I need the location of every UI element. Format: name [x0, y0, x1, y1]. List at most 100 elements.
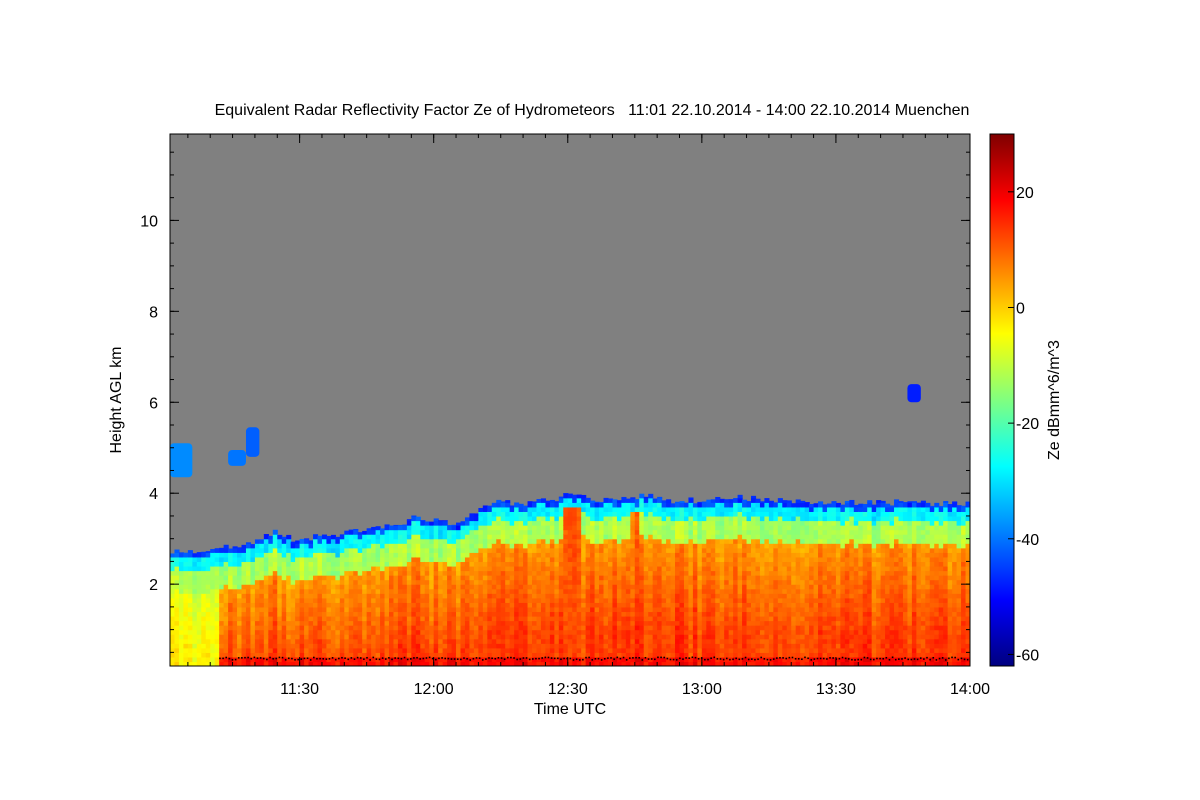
- echo-cell: [330, 575, 336, 581]
- echo-cell: [563, 597, 569, 603]
- echo-cell: [505, 500, 511, 503]
- echo-cell: [603, 552, 609, 558]
- echo-cell: [576, 634, 582, 640]
- echo-cell: [759, 625, 766, 631]
- echo-cell: [639, 615, 645, 622]
- echo-cell: [809, 625, 815, 631]
- echo-cell: [214, 629, 220, 635]
- echo-cell: [388, 597, 395, 603]
- echo-cell: [706, 525, 712, 531]
- echo-cell: [786, 611, 792, 617]
- echo-cell: [263, 534, 269, 540]
- echo-cell: [223, 656, 229, 663]
- echo-cell: [344, 575, 350, 581]
- echo-cell: [666, 543, 672, 549]
- echo-cell: [384, 656, 390, 663]
- echo-cell: [813, 503, 819, 508]
- echo-cell: [237, 579, 243, 585]
- echo-cell: [755, 515, 761, 522]
- echo-cell: [250, 584, 256, 590]
- echo-cell: [791, 647, 797, 653]
- echo-cell: [634, 552, 640, 558]
- echo-cell: [424, 575, 430, 581]
- echo-cell: [496, 579, 502, 585]
- echo-cell: [500, 602, 506, 608]
- echo-cell: [728, 502, 734, 508]
- echo-cell: [643, 615, 649, 622]
- echo-cell: [746, 593, 752, 599]
- echo-cell: [438, 602, 444, 608]
- echo-cell: [205, 634, 211, 640]
- echo-cell: [451, 534, 457, 540]
- echo-cell: [299, 602, 305, 608]
- echo-cell: [219, 597, 225, 603]
- echo-cell: [777, 543, 783, 549]
- echo-cell: [429, 629, 435, 635]
- echo-cell: [228, 611, 234, 617]
- echo-cell: [509, 625, 515, 631]
- echo-cell: [585, 652, 591, 658]
- echo-cell: [196, 602, 202, 608]
- echo-cell: [268, 535, 274, 540]
- echo-cell: [764, 547, 770, 553]
- echo-cell: [496, 561, 502, 567]
- echo-cell: [572, 556, 578, 563]
- echo-cell: [545, 579, 551, 585]
- echo-cell: [634, 652, 640, 658]
- echo-cell: [733, 515, 739, 522]
- echo-cell: [357, 643, 363, 649]
- echo-cell: [478, 615, 484, 622]
- echo-cell: [219, 593, 225, 599]
- echo-cell: [469, 597, 475, 603]
- echo-cell: [701, 634, 707, 640]
- echo-cell: [170, 602, 176, 608]
- echo-cell: [514, 556, 520, 563]
- echo-cell: [585, 615, 591, 622]
- echo-cell: [304, 575, 310, 581]
- echo-cell: [666, 538, 672, 544]
- echo-cell: [679, 534, 685, 540]
- echo-cell: [241, 625, 247, 631]
- echo-cell: [746, 597, 752, 603]
- echo-cell: [643, 561, 649, 567]
- echo-cell: [514, 615, 520, 622]
- echo-cell: [187, 575, 193, 581]
- echo-cell: [371, 647, 377, 653]
- echo-cell: [491, 570, 497, 576]
- echo-cell: [380, 634, 386, 640]
- echo-cell: [509, 647, 515, 653]
- echo-cell: [782, 661, 788, 666]
- echo-cell: [786, 593, 792, 599]
- echo-cell: [420, 656, 426, 663]
- echo-cell: [375, 538, 381, 544]
- echo-cell: [335, 552, 341, 558]
- echo-cell: [786, 543, 792, 549]
- echo-cell: [478, 638, 484, 644]
- echo-cell: [357, 570, 363, 576]
- echo-cell: [518, 511, 524, 517]
- echo-cell: [214, 548, 220, 553]
- echo-cell: [299, 625, 305, 631]
- echo-cell: [706, 593, 712, 599]
- echo-cell: [643, 602, 649, 608]
- echo-cell: [353, 652, 359, 658]
- echo-cell: [514, 534, 520, 540]
- echo-cell: [549, 629, 555, 635]
- echo-cell: [210, 549, 216, 553]
- echo-cell: [675, 543, 681, 549]
- echo-cell: [554, 520, 560, 526]
- echo-cell: [371, 534, 377, 540]
- echo-cell: [657, 634, 663, 640]
- echo-cell: [259, 647, 265, 653]
- echo-cell: [737, 602, 743, 608]
- echo-cell: [304, 625, 310, 631]
- echo-cell: [214, 615, 220, 622]
- echo-cell: [809, 652, 815, 658]
- echo-cell: [424, 652, 430, 658]
- echo-cell: [505, 561, 511, 567]
- echo-cell: [576, 502, 582, 508]
- echo-cell: [362, 647, 368, 653]
- echo-cell: [675, 620, 681, 626]
- echo-cell: [639, 588, 645, 594]
- echo-cell: [402, 565, 408, 572]
